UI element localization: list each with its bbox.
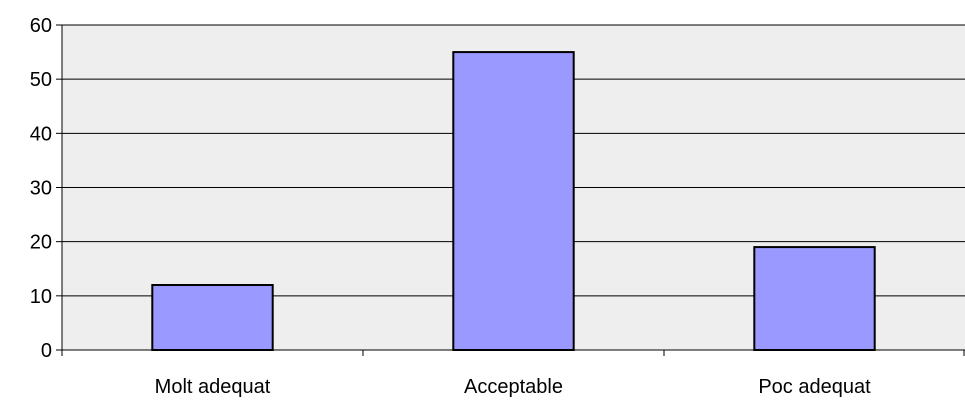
y-tick-label: 60 (30, 15, 52, 37)
y-tick-label: 30 (30, 178, 52, 200)
y-tick-label: 40 (30, 123, 52, 145)
y-tick-label: 10 (30, 286, 52, 308)
bar-acceptable (452, 51, 575, 351)
y-tick-label: 0 (41, 340, 52, 362)
y-tick-labels: 0 10 20 30 40 50 60 (30, 15, 52, 362)
bar-poc-adequat (753, 246, 876, 351)
axes (61, 25, 965, 356)
bar-molt-adequat (151, 284, 274, 351)
x-category-labels: Molt adequat Acceptable Poc adequat (155, 376, 871, 398)
x-category-label: Molt adequat (155, 376, 271, 398)
y-tick-label: 50 (30, 69, 52, 91)
x-category-label: Acceptable (464, 376, 563, 398)
y-tick-label: 20 (30, 232, 52, 254)
x-category-label: Poc adequat (758, 376, 871, 398)
